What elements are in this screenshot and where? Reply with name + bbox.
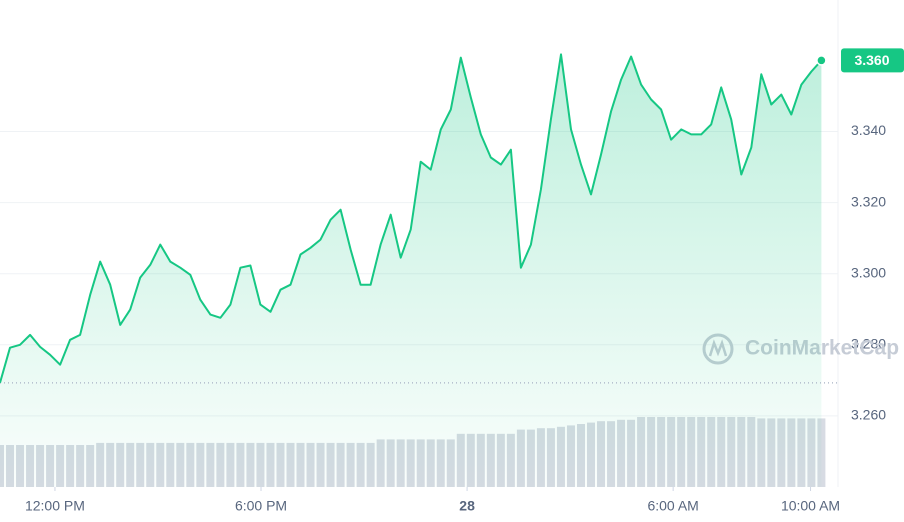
y-tick-label: 3.320 [851, 193, 886, 209]
price-tag-label: 3.360 [854, 52, 889, 68]
volume-bar [817, 418, 826, 487]
x-tick-label: 12:00 PM [25, 498, 85, 514]
x-tick-label: 28 [459, 498, 475, 514]
x-tick-label: 10:00 AM [781, 498, 840, 514]
y-tick-label: 3.300 [851, 264, 886, 280]
y-tick-label: 3.260 [851, 407, 886, 423]
y-tick-label: 3.340 [851, 122, 886, 138]
x-tick-label: 6:00 AM [647, 498, 698, 514]
area [0, 54, 822, 488]
price-line [0, 53, 823, 384]
price-tag [841, 48, 904, 73]
last-point [816, 55, 827, 66]
y-tick-label: 3.280 [851, 336, 886, 352]
x-tick-label: 6:00 PM [235, 498, 287, 514]
